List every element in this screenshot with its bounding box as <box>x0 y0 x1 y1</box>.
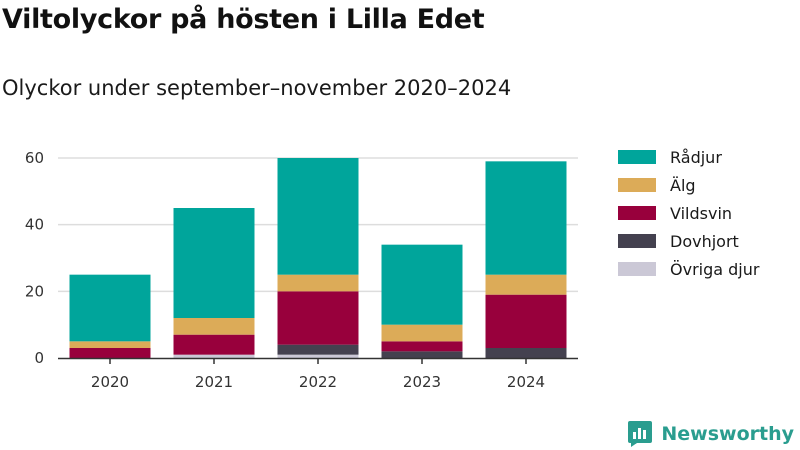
bar-2022-vildsvin <box>277 291 359 345</box>
legend-label-vildsvin: Vildsvin <box>670 204 732 223</box>
bar-2021-vildsvin <box>173 334 255 355</box>
legend-label-alg: Älg <box>670 176 696 195</box>
brand-name: Newsworthy <box>661 423 794 445</box>
bar-2024-radjur <box>485 161 567 275</box>
bar-2021-ovriga-djur <box>173 354 255 358</box>
legend-swatch-ovriga-djur <box>618 262 656 276</box>
newsworthy-logo-icon <box>628 421 653 447</box>
bar-2020-radjur <box>69 274 151 342</box>
x-tick-label-2024: 2024 <box>507 373 545 391</box>
legend-swatch-radjur <box>618 150 656 164</box>
bar-2021-alg <box>173 318 255 335</box>
y-tick-label-60: 60 <box>25 149 44 167</box>
bar-2023-alg <box>381 324 463 342</box>
legend-swatch-alg <box>618 178 656 192</box>
bar-2023-vildsvin <box>381 341 463 352</box>
legend-label-dovhjort: Dovhjort <box>670 232 739 251</box>
brand: Newsworthy <box>627 420 794 448</box>
bar-2024-dovhjort <box>485 348 567 358</box>
bar-2021-radjur <box>173 208 255 318</box>
bar-2020-vildsvin <box>69 348 151 358</box>
bar-2023-dovhjort <box>381 351 463 358</box>
legend-label-ovriga-djur: Övriga djur <box>670 260 760 279</box>
legend-swatch-vildsvin <box>618 206 656 220</box>
legend-label-radjur: Rådjur <box>670 148 722 167</box>
bar-2024-alg <box>485 274 567 295</box>
bar-2022-dovhjort <box>277 344 359 355</box>
bar-2022-alg <box>277 274 359 292</box>
bar-2022-radjur <box>277 158 359 275</box>
bar-2023-radjur <box>381 244 463 325</box>
legend-swatch-dovhjort <box>618 234 656 248</box>
y-tick-label-0: 0 <box>34 349 44 367</box>
y-tick-label-40: 40 <box>25 216 44 234</box>
bar-2024-vildsvin <box>485 294 567 348</box>
bar-2022-ovriga-djur <box>277 354 359 358</box>
y-tick-label-20: 20 <box>25 282 44 300</box>
x-tick-label-2022: 2022 <box>299 373 337 391</box>
x-tick-label-2020: 2020 <box>91 373 129 391</box>
chart-subtitle: Olyckor under september–november 2020–20… <box>2 76 512 100</box>
x-tick-label-2021: 2021 <box>195 373 233 391</box>
x-tick-label-2023: 2023 <box>403 373 441 391</box>
bar-2020-alg <box>69 341 151 348</box>
chart-title: Viltolyckor på hösten i Lilla Edet <box>2 4 485 35</box>
